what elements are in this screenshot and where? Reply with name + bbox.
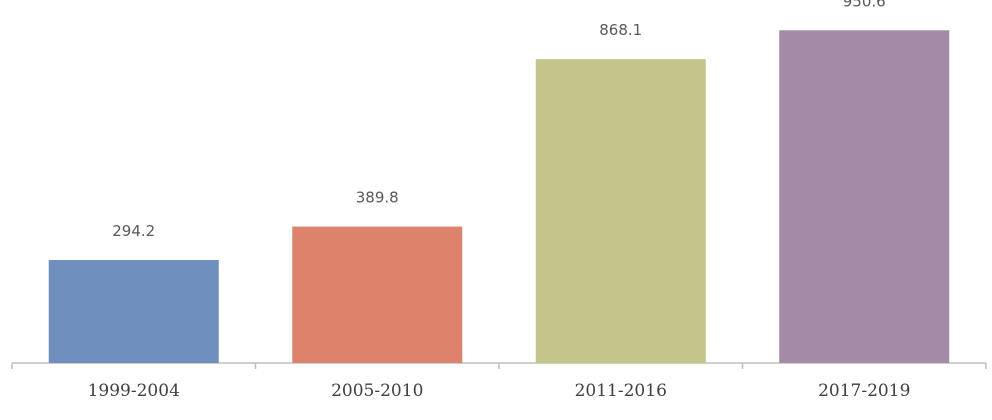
x-tick-label-2011-2016: 2011-2016 (575, 381, 667, 401)
data-label-1999-2004: 294.2 (112, 222, 155, 240)
bar-series (48, 30, 950, 363)
bar-1999-2004 (48, 260, 219, 363)
data-label-2017-2019: 950.6 (843, 0, 886, 10)
x-tick-label-2005-2010: 2005-2010 (331, 381, 423, 401)
x-tick-label-1999-2004: 1999-2004 (88, 381, 180, 401)
data-labels: 294.2 389.8 868.1 950.6 (112, 0, 885, 240)
x-tick-labels: 1999-2004 2005-2010 2011-2016 2017-2019 (88, 381, 911, 401)
data-label-2005-2010: 389.8 (356, 189, 399, 207)
bar-2005-2010 (292, 226, 463, 363)
bar-2017-2019 (779, 30, 950, 363)
data-label-2011-2016: 868.1 (599, 21, 642, 39)
x-axis-ticks (11, 363, 987, 369)
bar-2011-2016 (535, 59, 706, 363)
x-tick-label-2017-2019: 2017-2019 (818, 381, 910, 401)
